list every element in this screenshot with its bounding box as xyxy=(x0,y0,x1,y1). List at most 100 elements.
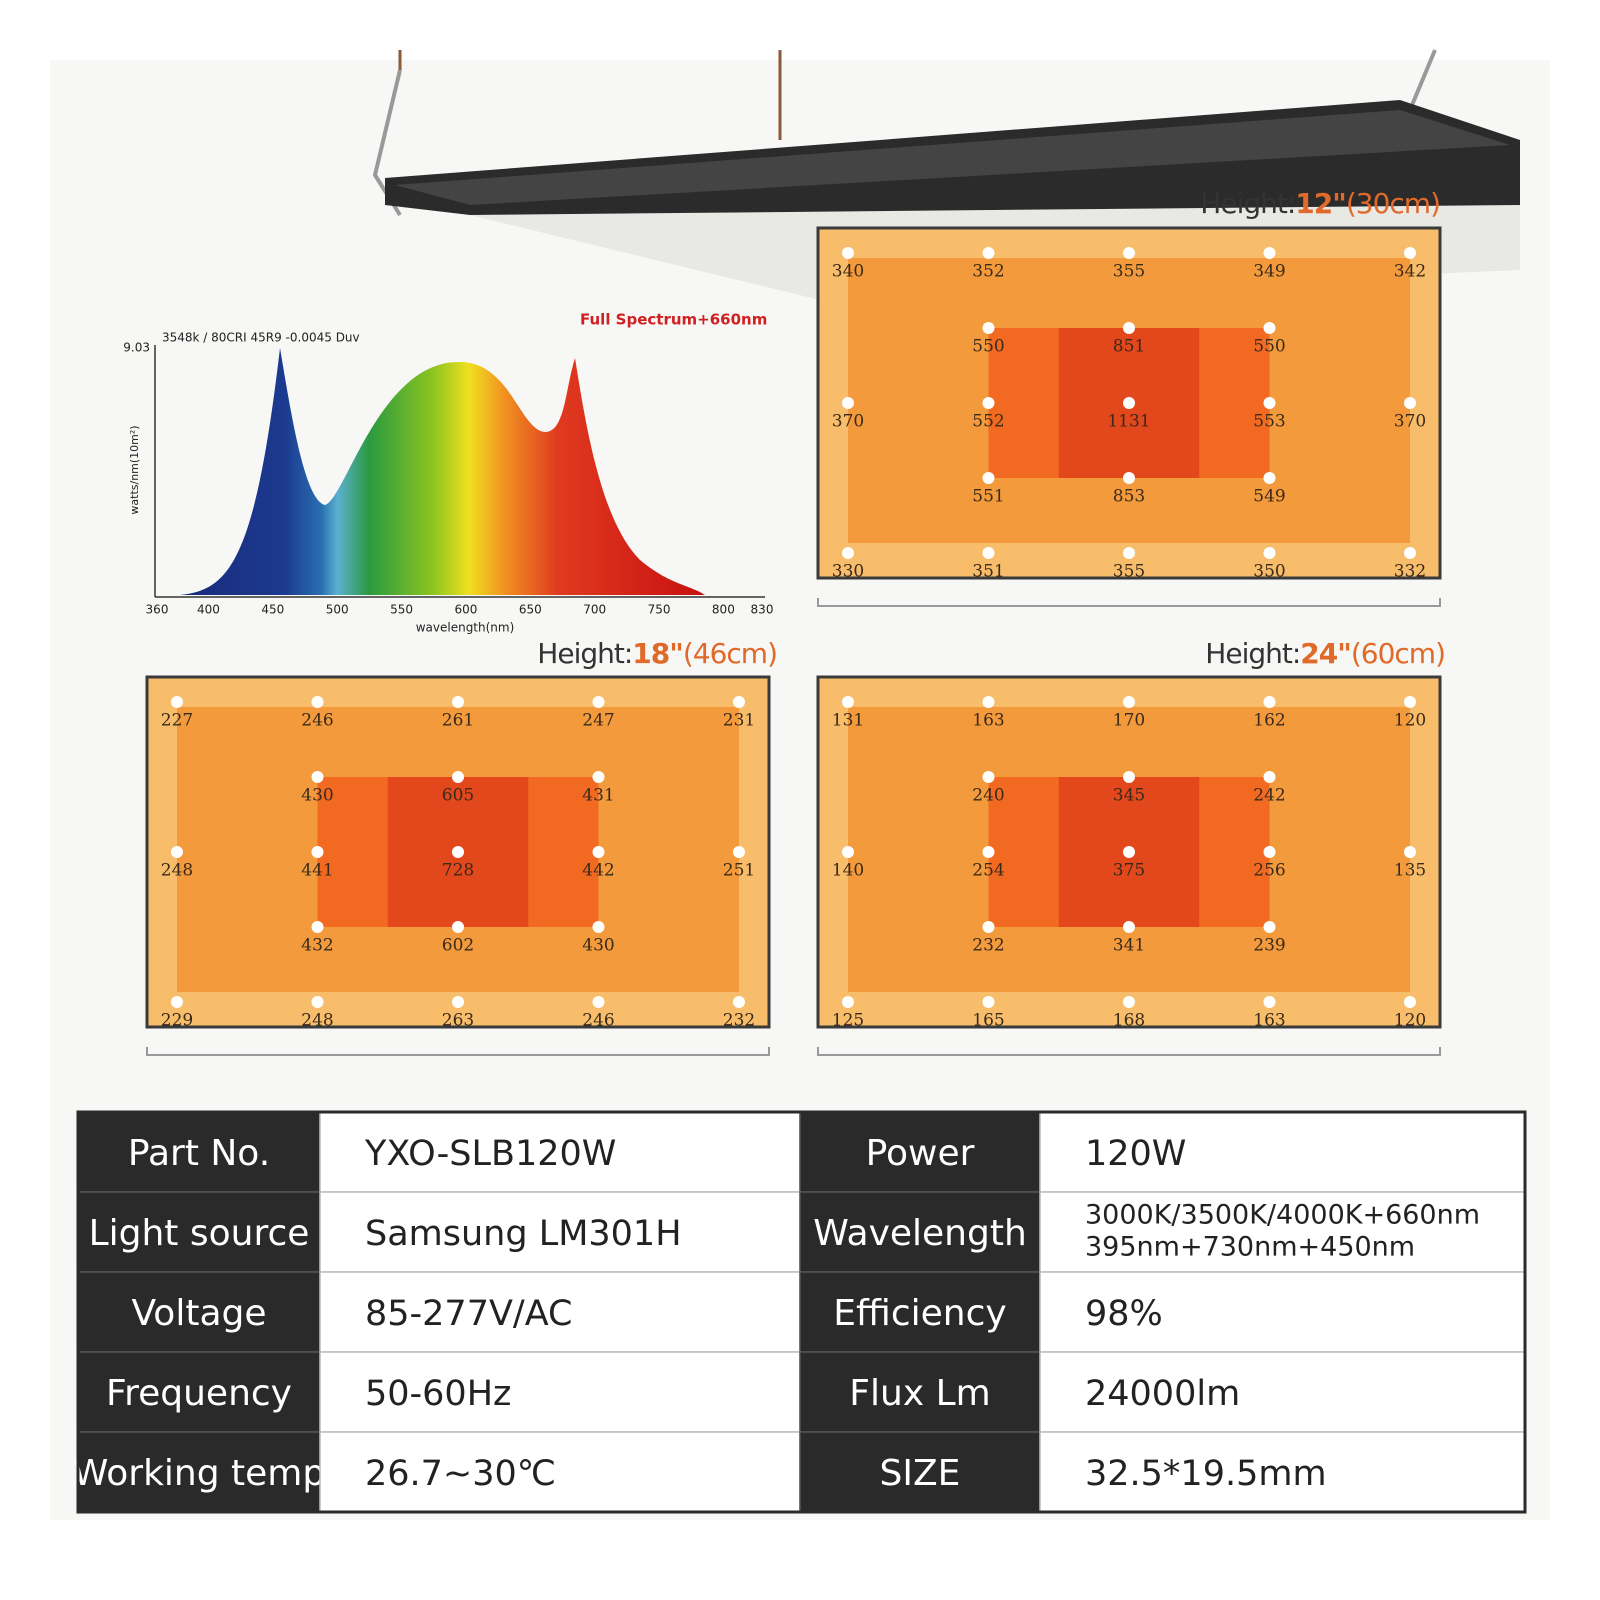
table-value-cell xyxy=(1039,1271,1526,1353)
table-label: Voltage xyxy=(131,1293,266,1334)
bracket xyxy=(146,1047,770,1056)
ppfd-value: 375 xyxy=(1113,861,1145,881)
ppfd-value: 168 xyxy=(1113,1011,1145,1031)
measure-point xyxy=(733,696,745,708)
x-tick-label: 750 xyxy=(648,603,671,617)
measure-point xyxy=(1263,547,1276,559)
ppfd-value: 120 xyxy=(1394,711,1426,731)
table-value-cell xyxy=(319,1351,801,1433)
ppfd-value: 851 xyxy=(1113,337,1145,357)
measure-point xyxy=(171,696,183,708)
ppfd-value: 261 xyxy=(442,711,474,731)
measure-point xyxy=(733,846,745,858)
table-label: SIZE xyxy=(880,1453,961,1494)
ppfd-value: 240 xyxy=(972,786,1004,806)
x-tick-label: 450 xyxy=(261,603,284,617)
measure-point xyxy=(1404,846,1416,858)
ppfd-value: 242 xyxy=(1253,786,1285,806)
ppfd-value: 231 xyxy=(723,711,755,731)
ppfd-value: 246 xyxy=(301,711,333,731)
measure-point xyxy=(1123,547,1135,559)
measure-point xyxy=(842,996,854,1008)
table-value: 26.7~30℃ xyxy=(365,1454,556,1494)
ppfd-value: 728 xyxy=(442,861,474,881)
table-value-cell xyxy=(319,1431,801,1513)
measure-point xyxy=(452,996,464,1008)
table-value: 32.5*19.5mm xyxy=(1085,1454,1327,1494)
ppfd-value: 247 xyxy=(582,711,614,731)
table-header-cell xyxy=(799,1271,1041,1353)
measure-point xyxy=(311,846,324,858)
measure-point xyxy=(592,696,605,708)
measure-point xyxy=(171,846,183,858)
measure-point xyxy=(1123,247,1135,259)
measure-point xyxy=(452,696,464,708)
ppfd-value: 163 xyxy=(972,711,1004,731)
ppfd-value: 229 xyxy=(161,1011,193,1031)
x-axis-label: wavelength(nm) xyxy=(416,621,515,635)
ppfd-value: 232 xyxy=(723,1011,755,1031)
map-heading: Height:12"(30cm) xyxy=(1200,187,1440,220)
ppfd-value: 345 xyxy=(1113,786,1145,806)
measure-point xyxy=(842,547,854,559)
ppfd-value: 332 xyxy=(1394,562,1426,582)
measure-point xyxy=(842,397,854,409)
measure-point xyxy=(1123,921,1135,933)
measure-point xyxy=(1123,996,1135,1008)
ppfd-value: 551 xyxy=(972,487,1004,507)
ppfd-value: 135 xyxy=(1394,861,1426,881)
x-tick-label: 650 xyxy=(519,603,542,617)
ppfd-value: 165 xyxy=(972,1011,1004,1031)
ppfd-value: 342 xyxy=(1394,262,1426,282)
ppfd-value: 140 xyxy=(832,861,864,881)
ppfd-value: 550 xyxy=(1253,337,1285,357)
ppfd-value: 370 xyxy=(1394,412,1426,432)
spectrum-subtitle: 3548k / 80CRI 45R9 -0.0045 Duv xyxy=(162,331,360,345)
ppfd-value: 248 xyxy=(301,1011,333,1031)
table-header-cell xyxy=(799,1191,1041,1273)
measure-point xyxy=(982,322,995,334)
map-heading-metric: (46cm) xyxy=(683,637,777,670)
y-max-label: 9.03 xyxy=(123,341,150,355)
map-heading-metric: (30cm) xyxy=(1346,187,1440,220)
table-label: Working temp xyxy=(73,1453,325,1494)
y-axis-label: watts/nm(10m²) xyxy=(128,425,141,514)
ppfd-value: 549 xyxy=(1253,487,1285,507)
measure-point xyxy=(1263,322,1276,334)
ppfd-value: 170 xyxy=(1113,711,1145,731)
table-label: Part No. xyxy=(128,1133,270,1174)
bracket xyxy=(817,598,1441,607)
measure-point xyxy=(842,846,854,858)
measure-point xyxy=(592,996,605,1008)
measure-point xyxy=(1123,472,1135,484)
x-tick-label: 600 xyxy=(454,603,477,617)
table-label: Frequency xyxy=(106,1373,292,1414)
measure-point xyxy=(982,247,995,259)
measure-point xyxy=(1404,247,1416,259)
table-header-cell xyxy=(77,1351,321,1433)
measure-point xyxy=(592,771,605,783)
table-header-cell xyxy=(77,1191,321,1273)
table-label: Power xyxy=(866,1133,975,1174)
measure-point xyxy=(311,696,324,708)
ppfd-value: 431 xyxy=(582,786,614,806)
ppfd-value: 256 xyxy=(1253,861,1285,881)
measure-point xyxy=(452,771,464,783)
measure-point xyxy=(982,472,995,484)
ppfd-value: 340 xyxy=(832,262,864,282)
measure-point xyxy=(1404,397,1416,409)
table-value: 50-60Hz xyxy=(365,1374,511,1414)
x-tick-label: 360 xyxy=(146,603,169,617)
measure-point xyxy=(1263,921,1276,933)
measure-point xyxy=(1123,696,1135,708)
measure-point xyxy=(1263,247,1276,259)
measure-point xyxy=(842,247,854,259)
ppfd-value: 1131 xyxy=(1107,412,1150,432)
measure-point xyxy=(1263,846,1276,858)
map-heading-metric: (60cm) xyxy=(1351,637,1445,670)
table-value-cell xyxy=(1039,1111,1526,1193)
x-tick-label: 800 xyxy=(712,603,735,617)
ppfd-value: 162 xyxy=(1253,711,1285,731)
measure-point xyxy=(1404,547,1416,559)
